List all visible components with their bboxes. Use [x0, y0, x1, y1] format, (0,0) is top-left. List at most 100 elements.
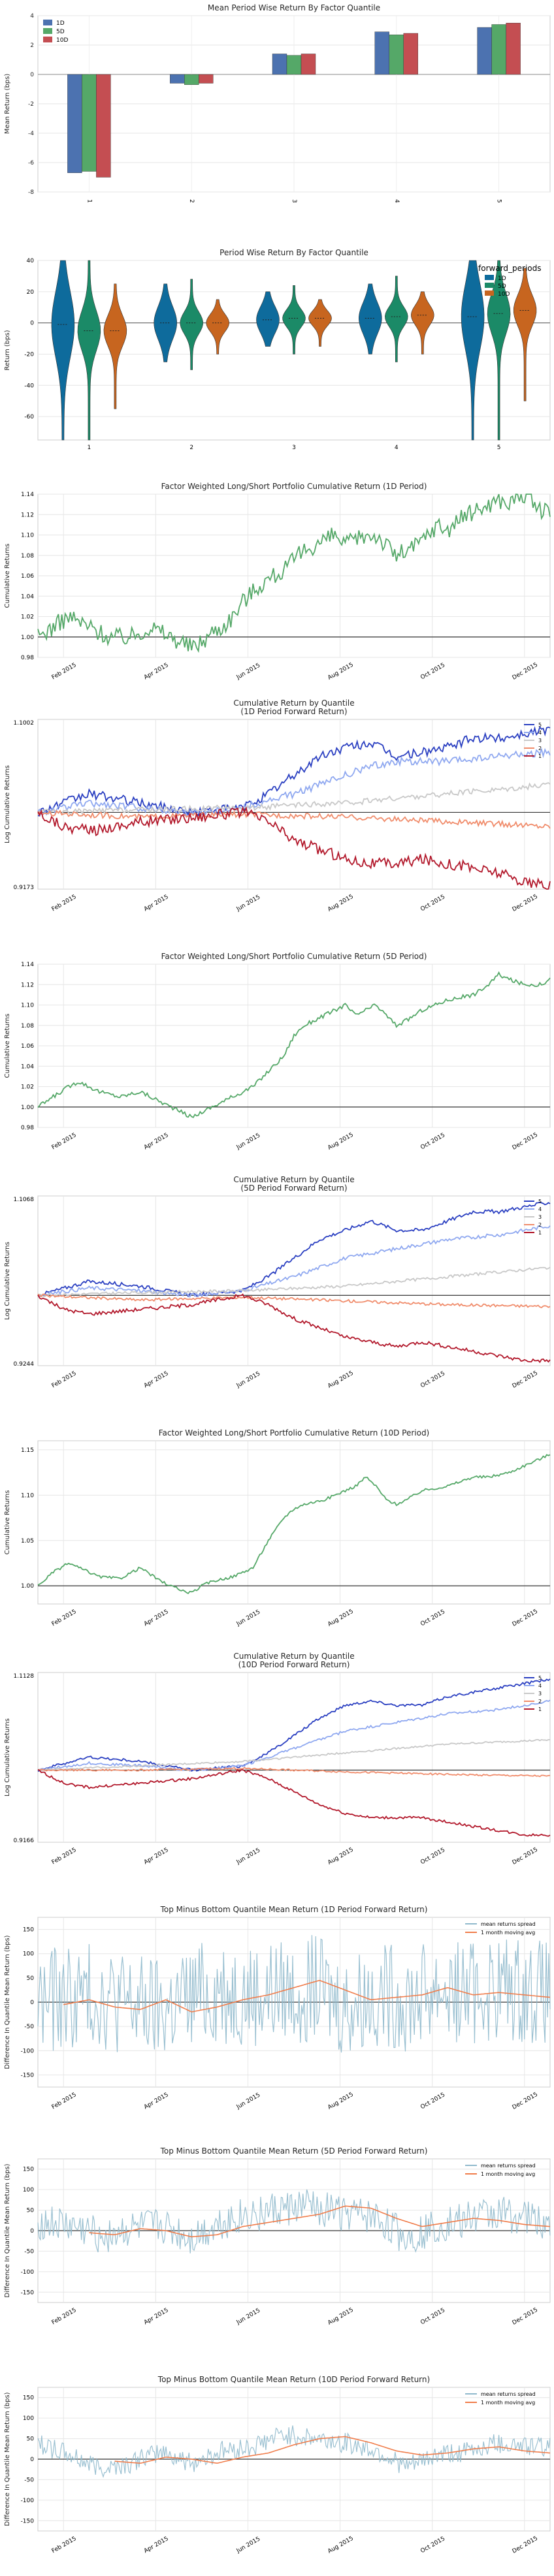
- x-tick-label: Jun 2015: [235, 894, 261, 913]
- chart-3: Cumulative Return by Quantile(1D Period …: [4, 699, 551, 913]
- y-tick-label: 1.06: [21, 573, 34, 580]
- y-tick-label: -50: [24, 2477, 34, 2483]
- chart-9: Top Minus Bottom Quantile Mean Return (5…: [4, 2146, 551, 2327]
- x-tick-label: Feb 2015: [51, 1132, 78, 1152]
- chart-title: Factor Weighted Long/Short Portfolio Cum…: [159, 1428, 430, 1437]
- legend-label: 5: [538, 1199, 542, 1204]
- x-tick-label: Aug 2015: [327, 1132, 355, 1152]
- plot-area: [37, 1672, 551, 1843]
- y-axis-label: Mean Return (bps): [4, 74, 11, 134]
- x-tick-label: Apr 2015: [143, 1609, 170, 1627]
- y-axis-label: Difference In Quantile Mean Return (bps): [4, 2392, 11, 2526]
- x-tick-label: Dec 2015: [512, 894, 539, 913]
- legend-label: 10D: [498, 291, 510, 298]
- x-tick-label: Dec 2015: [512, 2092, 539, 2111]
- violin: [359, 283, 382, 354]
- x-tick-label: Jun 2015: [235, 2307, 261, 2326]
- spread-line: [37, 2189, 551, 2254]
- y-tick-label: 1.14: [21, 962, 34, 968]
- x-tick-label: Oct 2015: [419, 1132, 446, 1151]
- chart-2: Factor Weighted Long/Short Portfolio Cum…: [4, 482, 551, 682]
- legend-label: 1: [538, 1706, 542, 1712]
- legend-title: forward_periods: [478, 264, 542, 273]
- violin: [103, 283, 127, 409]
- y-tick-label: 100: [23, 2415, 34, 2422]
- y-tick-label: -40: [24, 383, 34, 389]
- violin: [461, 260, 485, 441]
- y-tick-label: -4: [28, 131, 34, 137]
- chart-title: Top Minus Bottom Quantile Mean Return (1…: [157, 2375, 430, 2384]
- chart-title: Factor Weighted Long/Short Portfolio Cum…: [161, 952, 427, 961]
- bar: [272, 54, 287, 75]
- x-tick-label: Oct 2015: [419, 662, 446, 681]
- spread-line: [37, 2425, 551, 2479]
- x-tick-label: Oct 2015: [419, 894, 446, 913]
- x-tick-label: Apr 2015: [143, 662, 170, 681]
- legend-label: 5: [538, 722, 542, 728]
- y-axis-label: Difference In Quantile Mean Return (bps): [4, 2163, 11, 2297]
- y-tick-label: 1.1002: [14, 720, 35, 727]
- bar: [506, 23, 521, 75]
- x-tick-label: Dec 2015: [512, 1370, 539, 1390]
- legend-label: 4: [538, 1683, 542, 1689]
- chart-title: Period Wise Return By Factor Quantile: [220, 248, 368, 257]
- chart-title: (5D Period Forward Return): [240, 1184, 347, 1193]
- series-line: [37, 1738, 551, 1772]
- legend-label: 5D: [498, 283, 506, 290]
- bar: [477, 27, 492, 75]
- y-tick-label: 1.14: [21, 492, 34, 498]
- series-line: [37, 725, 551, 817]
- x-tick-label: Apr 2015: [143, 894, 170, 913]
- y-tick-label: 0.9173: [14, 885, 35, 891]
- x-tick-label: Dec 2015: [512, 2536, 539, 2555]
- y-tick-label: 0: [30, 2457, 34, 2463]
- y-tick-label: 100: [23, 1951, 34, 1958]
- x-tick-label: Aug 2015: [327, 2307, 355, 2327]
- bar: [286, 55, 302, 75]
- x-tick-label: Feb 2015: [51, 1370, 78, 1390]
- series-line: [37, 1201, 551, 1298]
- series-line: [37, 1454, 551, 1595]
- y-tick-label: 50: [27, 1975, 35, 1982]
- x-tick-label: Dec 2015: [512, 1132, 539, 1152]
- legend-label: 2: [538, 1222, 542, 1228]
- chart-10: Top Minus Bottom Quantile Mean Return (1…: [4, 2375, 551, 2555]
- x-tick-label: Aug 2015: [327, 662, 355, 682]
- x-tick-label: Aug 2015: [327, 1609, 355, 1628]
- chart-title: Top Minus Bottom Quantile Mean Return (1…: [160, 1905, 428, 1914]
- y-tick-label: 1.06: [21, 1043, 34, 1050]
- x-tick-label: Feb 2015: [51, 1847, 78, 1866]
- y-tick-label: 1.12: [21, 982, 34, 988]
- series-line: [37, 1768, 551, 1837]
- x-tick-label: Feb 2015: [51, 2536, 78, 2555]
- chart-title: Cumulative Return by Quantile: [233, 1175, 354, 1184]
- y-tick-label: 1.1128: [14, 1673, 35, 1680]
- y-axis-label: Cumulative Returns: [4, 1490, 11, 1555]
- x-tick-label: Jun 2015: [235, 1132, 261, 1151]
- x-tick-label: Oct 2015: [419, 1609, 446, 1627]
- x-tick-label: Jun 2015: [235, 2536, 261, 2554]
- legend-label: 10D: [56, 37, 68, 44]
- x-tick-label: Aug 2015: [327, 2092, 355, 2111]
- y-tick-label: -150: [21, 2289, 35, 2296]
- y-tick-label: 1.04: [21, 593, 34, 600]
- y-tick-label: -8: [28, 189, 34, 196]
- legend-label: 4: [538, 730, 542, 736]
- y-tick-label: 1.00: [21, 635, 34, 641]
- y-axis-label: Difference In Quantile Mean Return (bps): [4, 1935, 11, 2069]
- x-tick-label: Jun 2015: [235, 2092, 261, 2111]
- legend-swatch: [485, 275, 494, 280]
- series-line: [89, 2205, 551, 2238]
- bar: [199, 74, 214, 84]
- y-tick-label: 1.08: [21, 1023, 34, 1029]
- chart-0: Mean Period Wise Return By Factor Quanti…: [4, 3, 551, 203]
- series-line: [37, 809, 551, 829]
- chart-7: Cumulative Return by Quantile(10D Period…: [4, 1652, 551, 1866]
- x-tick-label: Aug 2015: [327, 1847, 355, 1866]
- y-tick-label: 50: [27, 2208, 35, 2214]
- y-axis-label: Cumulative Returns: [4, 544, 11, 608]
- chart-8: Top Minus Bottom Quantile Mean Return (1…: [4, 1905, 551, 2111]
- bar: [170, 74, 185, 84]
- y-tick-label: 1.1068: [14, 1197, 35, 1203]
- x-tick-label: Apr 2015: [143, 1132, 170, 1151]
